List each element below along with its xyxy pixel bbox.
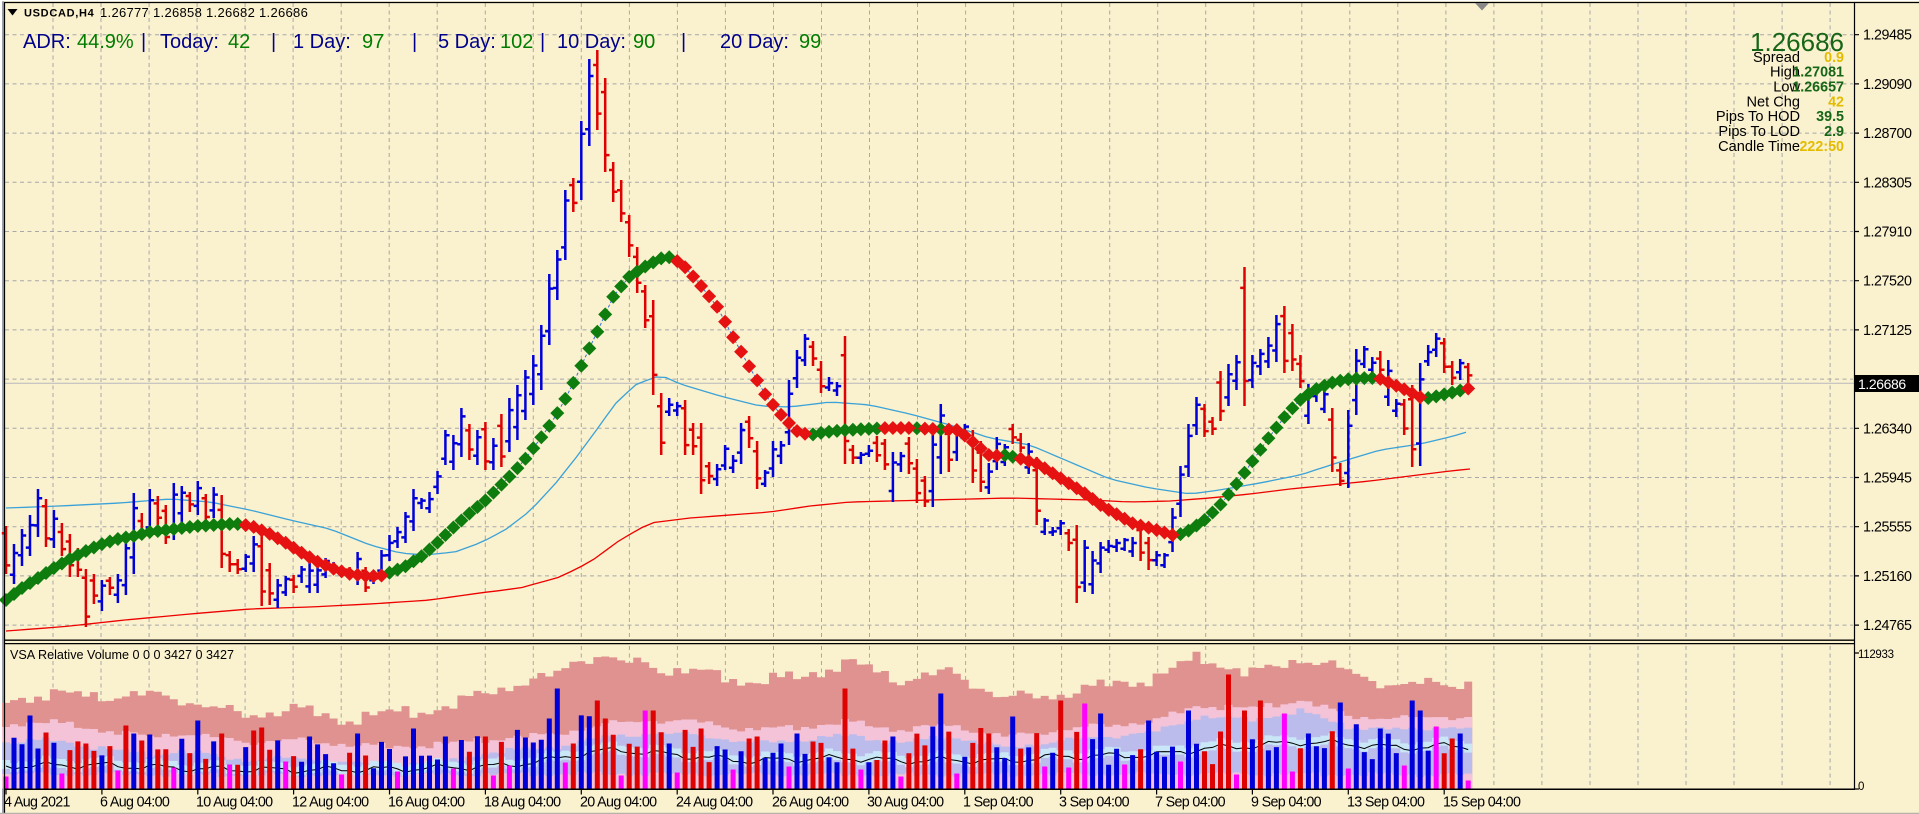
svg-text:1.26777 1.26858 1.26682 1.2668: 1.26777 1.26858 1.26682 1.26686 (100, 5, 308, 20)
svg-text:222:50: 222:50 (1799, 139, 1844, 155)
svg-text:Today:: Today: (160, 31, 219, 53)
svg-text:26 Aug 04:00: 26 Aug 04:00 (772, 795, 849, 811)
svg-text:1.28700: 1.28700 (1863, 126, 1912, 142)
svg-text:Net Chg: Net Chg (1746, 95, 1800, 111)
svg-text:5 Day:: 5 Day: (438, 31, 496, 53)
svg-text:1.27081: 1.27081 (1792, 65, 1844, 81)
svg-text:7 Sep 04:00: 7 Sep 04:00 (1155, 795, 1226, 811)
svg-text:1.25555: 1.25555 (1863, 520, 1912, 536)
svg-text:13 Sep 04:00: 13 Sep 04:00 (1347, 795, 1425, 811)
svg-text:3 Sep 04:00: 3 Sep 04:00 (1059, 795, 1130, 811)
svg-text:1.26340: 1.26340 (1863, 421, 1912, 437)
svg-text:0: 0 (1858, 781, 1864, 793)
svg-text:10 Aug 04:00: 10 Aug 04:00 (196, 795, 273, 811)
svg-text:1.26686: 1.26686 (1750, 27, 1844, 57)
svg-text:|: | (271, 31, 276, 53)
svg-text:20 Aug 04:00: 20 Aug 04:00 (580, 795, 657, 811)
svg-text:Spread: Spread (1753, 50, 1800, 66)
svg-text:18 Aug 04:00: 18 Aug 04:00 (484, 795, 561, 811)
svg-text:99: 99 (799, 31, 821, 53)
svg-text:1.24765: 1.24765 (1863, 618, 1912, 634)
svg-text:2.9: 2.9 (1824, 124, 1844, 140)
svg-text:42: 42 (228, 31, 250, 53)
svg-text:10 Day:: 10 Day: (557, 31, 626, 53)
svg-text:1 Day:: 1 Day: (293, 31, 351, 53)
svg-text:102: 102 (500, 31, 533, 53)
svg-text:USDCAD,H4: USDCAD,H4 (24, 8, 95, 20)
svg-text:1.29485: 1.29485 (1863, 28, 1912, 44)
svg-text:44.9%: 44.9% (77, 31, 134, 53)
svg-text:4 Aug 2021: 4 Aug 2021 (4, 795, 71, 811)
svg-text:ADR:: ADR: (23, 31, 71, 53)
svg-text:42: 42 (1828, 95, 1844, 111)
svg-text:1.26657: 1.26657 (1792, 80, 1844, 96)
svg-text:0.9: 0.9 (1824, 50, 1844, 66)
svg-text:90: 90 (633, 31, 655, 53)
svg-text:24 Aug 04:00: 24 Aug 04:00 (676, 795, 753, 811)
svg-text:1.29090: 1.29090 (1863, 77, 1912, 93)
svg-text:|: | (540, 31, 545, 53)
svg-text:Pips To LOD: Pips To LOD (1718, 124, 1800, 140)
svg-text:|: | (141, 31, 146, 53)
svg-text:15 Sep 04:00: 15 Sep 04:00 (1443, 795, 1521, 811)
svg-text:20 Day:: 20 Day: (720, 31, 789, 53)
svg-text:High: High (1770, 65, 1800, 81)
svg-text:1.25160: 1.25160 (1863, 569, 1912, 585)
svg-text:1.27520: 1.27520 (1863, 274, 1912, 290)
svg-text:Low: Low (1773, 80, 1800, 96)
svg-text:|: | (681, 31, 686, 53)
svg-text:|: | (412, 31, 417, 53)
svg-text:97: 97 (362, 31, 384, 53)
svg-text:1 Sep 04:00: 1 Sep 04:00 (963, 795, 1034, 811)
svg-text:39.5: 39.5 (1816, 109, 1844, 125)
svg-text:16 Aug 04:00: 16 Aug 04:00 (388, 795, 465, 811)
svg-text:6 Aug 04:00: 6 Aug 04:00 (100, 795, 170, 811)
svg-text:VSA Relative Volume 0 0 0 3427: VSA Relative Volume 0 0 0 3427 0 3427 (10, 648, 234, 662)
svg-text:1.28305: 1.28305 (1863, 175, 1912, 191)
svg-text:Candle Time: Candle Time (1718, 139, 1800, 155)
svg-text:30 Aug 04:00: 30 Aug 04:00 (867, 795, 944, 811)
svg-text:1.27910: 1.27910 (1863, 225, 1912, 241)
svg-text:1.26686: 1.26686 (1858, 376, 1906, 392)
svg-text:12 Aug 04:00: 12 Aug 04:00 (292, 795, 369, 811)
svg-text:112933: 112933 (1858, 649, 1894, 661)
svg-text:1.25945: 1.25945 (1863, 471, 1912, 487)
svg-text:1.27125: 1.27125 (1863, 323, 1912, 339)
svg-text:9 Sep 04:00: 9 Sep 04:00 (1251, 795, 1322, 811)
svg-text:Pips To HOD: Pips To HOD (1716, 109, 1800, 125)
